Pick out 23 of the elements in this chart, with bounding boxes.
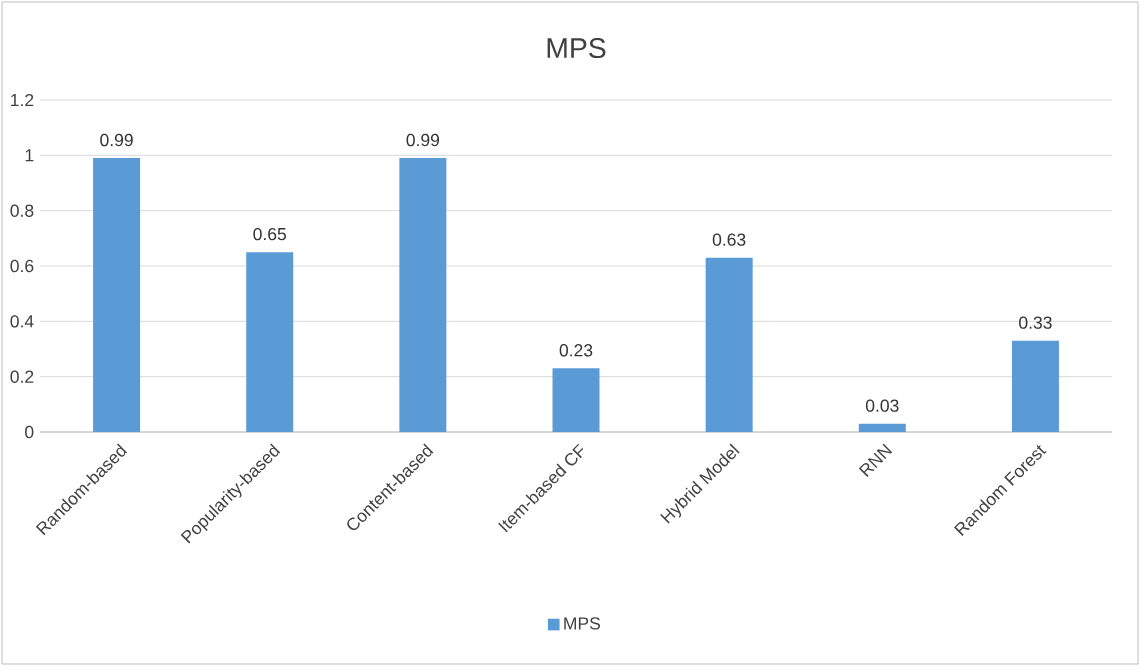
y-tick-label: 0.2 bbox=[10, 370, 34, 383]
y-tick-label: 0.8 bbox=[10, 204, 34, 217]
data-label: 0.99 bbox=[100, 133, 133, 147]
data-label: 0.99 bbox=[406, 133, 440, 147]
data-label: 0.23 bbox=[559, 344, 593, 357]
bar bbox=[858, 423, 906, 432]
y-tick-label: 0 bbox=[25, 425, 34, 439]
data-label: 0.33 bbox=[1019, 316, 1052, 329]
bar bbox=[93, 158, 141, 432]
legend-label: MPS bbox=[564, 617, 601, 630]
y-tick-label: 1.2 bbox=[11, 93, 34, 107]
y-tick-label: 1 bbox=[25, 149, 34, 162]
y-tick-label: 0.6 bbox=[10, 259, 34, 273]
bar bbox=[705, 257, 753, 432]
bar bbox=[246, 252, 294, 432]
data-label: 0.63 bbox=[712, 233, 746, 246]
bar bbox=[1011, 340, 1059, 432]
data-label: 0.03 bbox=[865, 399, 899, 412]
bar bbox=[399, 158, 447, 432]
data-label: 0.65 bbox=[253, 227, 287, 241]
bar bbox=[552, 368, 600, 432]
chart-title: MPS bbox=[547, 38, 606, 59]
y-tick-label: 0.4 bbox=[10, 315, 34, 328]
